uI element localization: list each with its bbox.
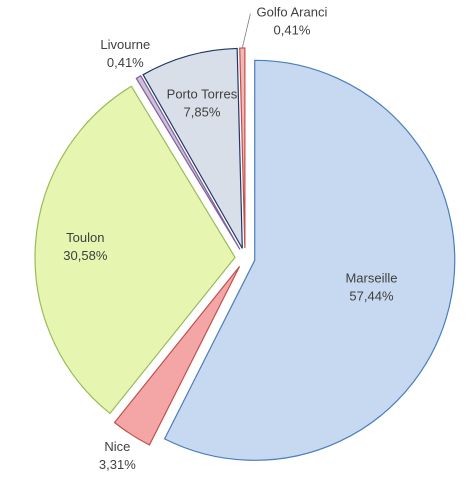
pie-slice [34,85,236,415]
pie-slice [135,74,241,250]
slice-value-label: 30,58% [63,248,108,263]
slice-value-label: 3,31% [99,457,136,472]
slice-label: Nice [104,439,130,454]
pie-slice [113,266,241,446]
slice-value-label: 57,44% [349,289,394,304]
slice-value-label: 0,41% [107,55,144,70]
pie-slice [163,59,456,461]
slice-label: Toulon [66,230,104,245]
leader-line [241,13,251,49]
slice-label: Porto Torres [167,86,238,101]
slice-value-label: 7,85% [184,104,221,119]
pie-slice [142,47,243,249]
slice-label: Golfo Aranci [257,4,328,19]
slice-value-label: 0,41% [274,22,311,37]
slice-label: Marseille [345,271,397,286]
slice-label: Livourne [100,37,150,52]
